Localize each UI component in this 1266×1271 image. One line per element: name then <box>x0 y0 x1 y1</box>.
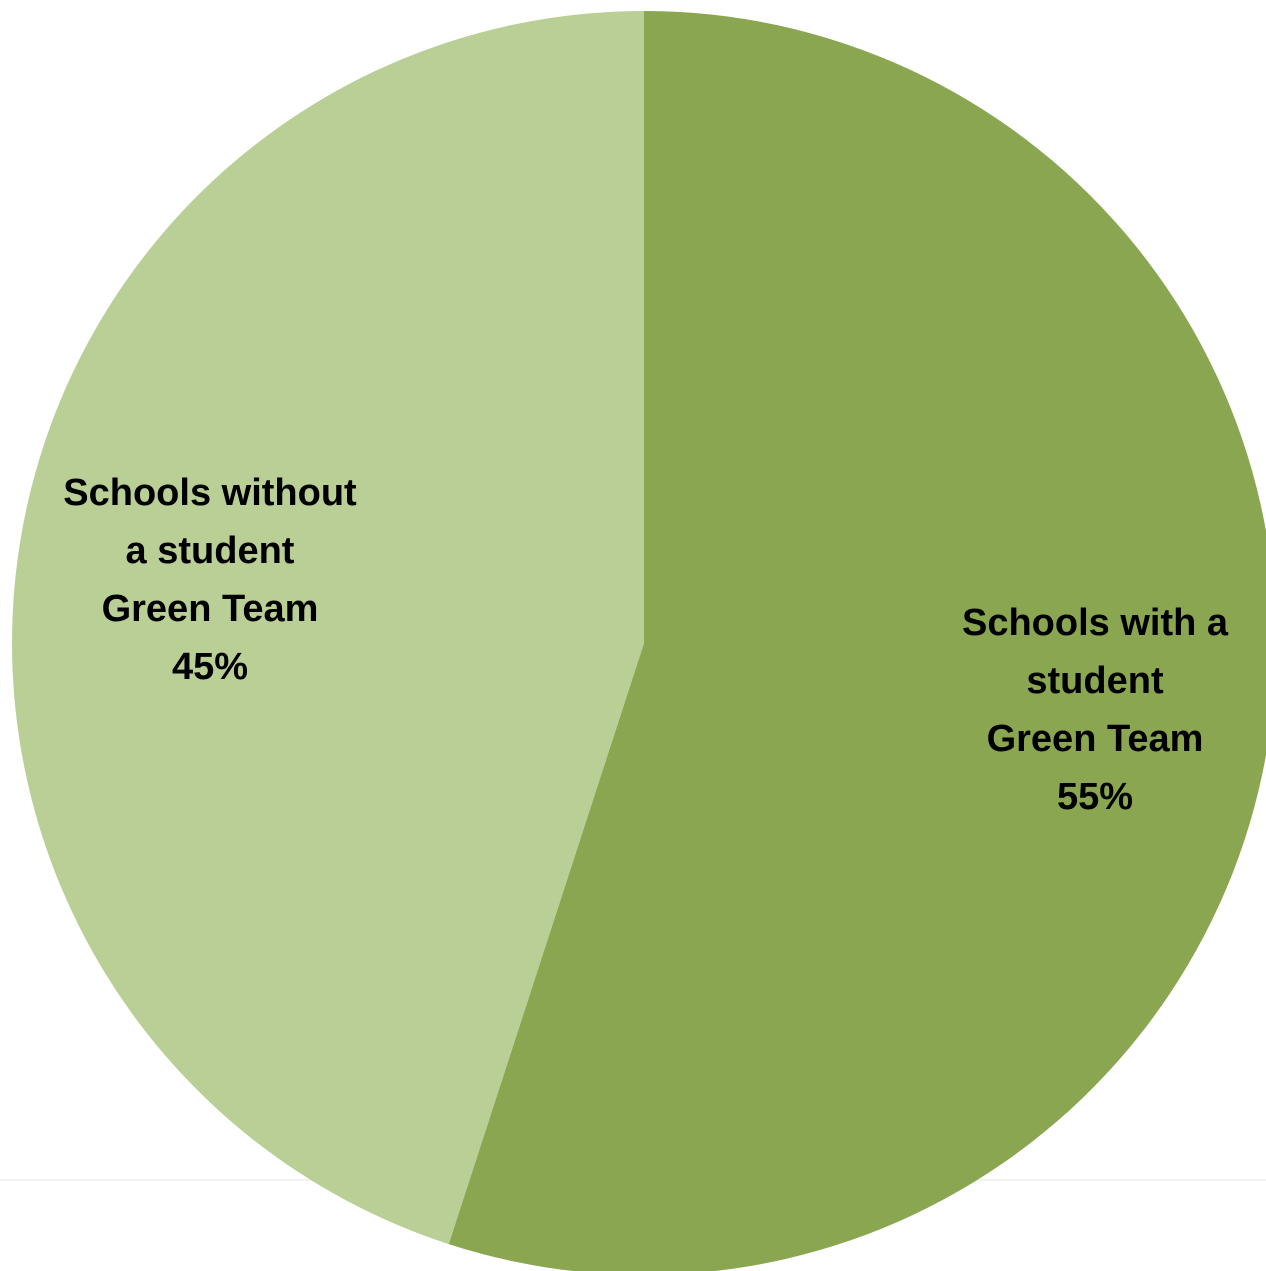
slice-label-line: a student <box>126 530 295 572</box>
pie-labels: Schools with a student Green Team 55%School… <box>63 472 1229 818</box>
slice-label-1: Schools with a student Green Team 55% <box>962 602 1229 818</box>
slice-label-line: Schools with a <box>962 602 1229 644</box>
slice-label-line: Schools without <box>63 472 357 514</box>
pie-slice-2 <box>11 11 644 1245</box>
pie-slice-1 <box>448 11 1266 1271</box>
slice-value-label: 55% <box>1057 776 1133 818</box>
slice-label-line: Green Team <box>987 718 1204 760</box>
slice-label-2: Schools without a student Green Team 45% <box>63 472 357 688</box>
slice-label-line: Green Team <box>102 588 319 630</box>
slice-value-label: 45% <box>172 646 248 688</box>
slice-label-line: student <box>1026 660 1164 702</box>
pie-slices <box>11 11 1266 1271</box>
